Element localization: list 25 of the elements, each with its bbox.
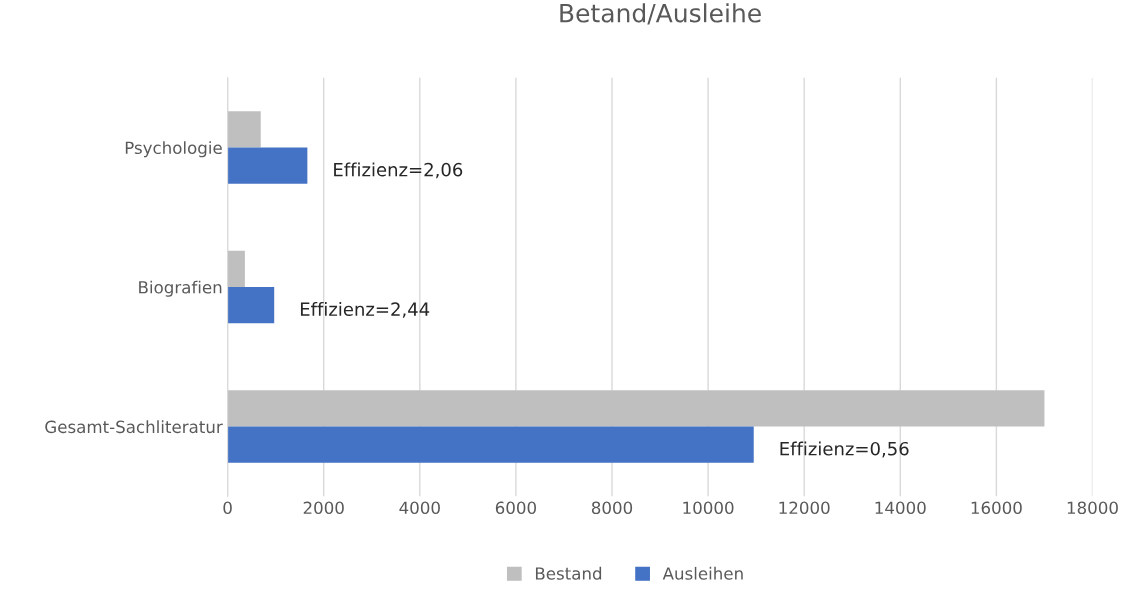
x-tick-label: 16000: [971, 501, 1022, 515]
x-tick-label: 4000: [399, 501, 440, 515]
annotation: Effizienz=0,56: [780, 441, 909, 458]
x-tick-label: 18000: [1067, 501, 1118, 515]
legend-label: Ausleihen: [662, 566, 743, 580]
bar: [227, 111, 261, 148]
legend-label: Bestand: [535, 566, 602, 580]
bar: [227, 147, 308, 184]
y-tick-label: Biografien: [139, 280, 222, 297]
chart-title: Betand/Ausleihe: [560, 3, 761, 25]
bar: [227, 287, 275, 324]
bar: [227, 426, 754, 463]
bar: [227, 390, 1045, 427]
annotation: Effizienz=2,06: [334, 162, 463, 179]
bar: [227, 250, 245, 288]
x-tick-label: 14000: [875, 501, 926, 515]
x-tick-label: 6000: [495, 501, 536, 515]
x-tick-label: 12000: [779, 501, 830, 515]
y-tick-label: Psychologie: [125, 141, 222, 158]
y-tick-label: Gesamt-Sachliteratur: [45, 420, 223, 434]
x-tick-label: 0: [223, 501, 232, 515]
x-tick-label: 2000: [303, 501, 344, 515]
x-tick-label: 8000: [591, 501, 633, 515]
x-tick-label: 10000: [683, 501, 734, 515]
annotation: Effizienz=2,44: [300, 302, 430, 318]
